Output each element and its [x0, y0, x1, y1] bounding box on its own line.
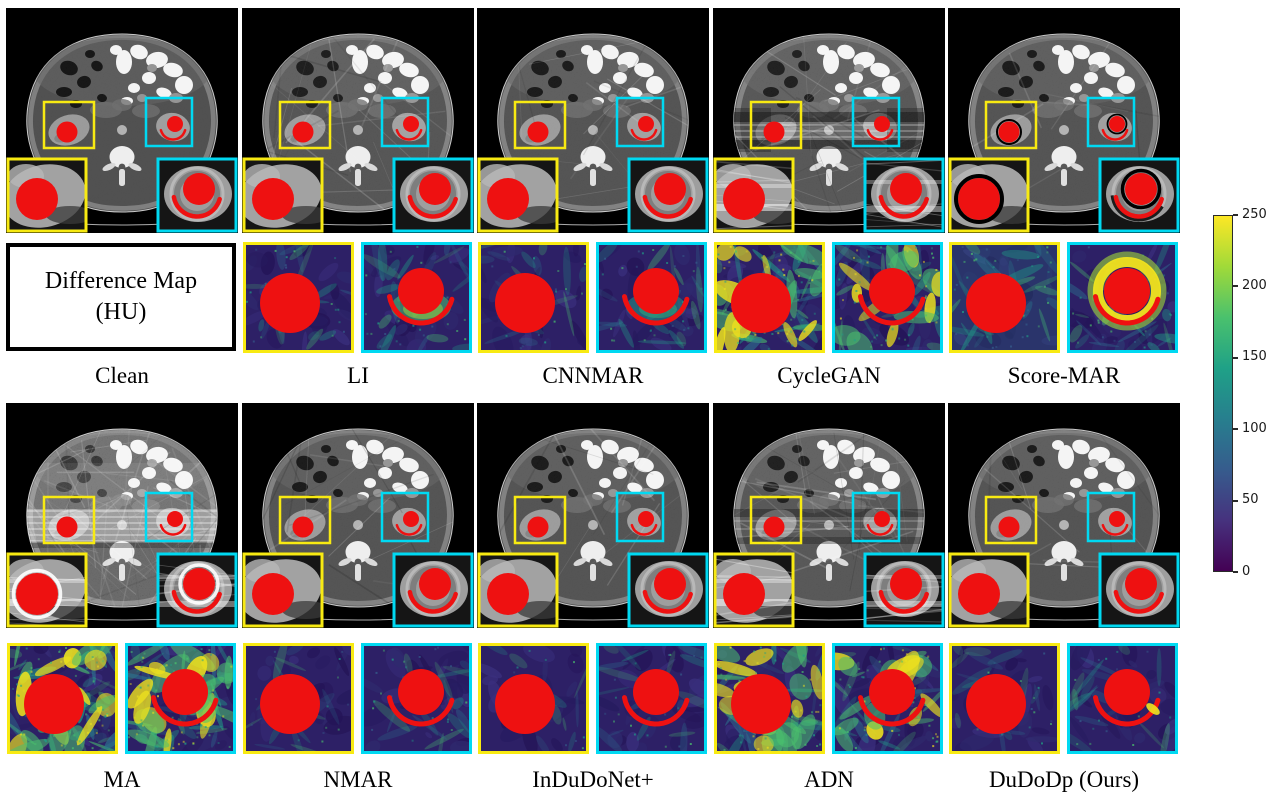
difference-map-label-line2: (HU) — [95, 299, 147, 325]
diff-map-indudonet-yellow — [478, 643, 589, 754]
diff-map-dudodp-ours-cyan — [1067, 643, 1178, 754]
diff-map-nmar-yellow — [243, 643, 354, 754]
colorbar-tick-mark — [1233, 356, 1238, 359]
diff-map-score-mar-yellow — [949, 242, 1060, 353]
diff-map-adn-cyan — [832, 643, 943, 754]
colorbar-tick-mark — [1233, 428, 1238, 431]
method-label-adn: ADN — [804, 767, 854, 792]
method-label-li: LI — [347, 363, 369, 388]
ct-panel-score-mar — [948, 8, 1180, 233]
ct-panel-cnnmar — [477, 8, 709, 233]
difference-map-label-line1: Difference Map — [44, 267, 198, 294]
method-label-indudonet: InDuDoNet+ — [532, 767, 654, 792]
colorbar-tick-label: 0 — [1242, 563, 1251, 579]
method-label-dudodp-ours: DuDoDp (Ours) — [988, 767, 1140, 792]
ct-panel-li — [242, 8, 474, 233]
diff-map-nmar-cyan — [361, 643, 472, 754]
method-label-ma: MA — [103, 767, 141, 792]
diff-map-cyclegan-yellow — [714, 242, 825, 353]
diff-map-ma-yellow — [7, 643, 118, 754]
colorbar-tick-label: 100 — [1242, 420, 1267, 436]
diff-map-cnnmar-yellow — [478, 242, 589, 353]
colorbar-tick-mark — [1233, 285, 1238, 288]
diff-map-adn-yellow — [714, 643, 825, 754]
colorbar-tick-label: 200 — [1242, 277, 1267, 293]
diff-map-ma-cyan — [125, 643, 236, 754]
diff-map-li-cyan — [361, 242, 472, 353]
diff-map-dudodp-ours-yellow — [949, 643, 1060, 754]
diff-map-score-mar-cyan — [1067, 242, 1178, 353]
method-label-nmar: NMAR — [323, 767, 393, 792]
colorbar-tick-mark — [1233, 571, 1238, 573]
colorbar-tick-label: 250 — [1242, 206, 1267, 222]
ct-panel-cyclegan — [713, 8, 945, 233]
ct-panel-ma — [6, 403, 238, 628]
ct-panel-nmar — [242, 403, 474, 628]
diff-map-li-yellow — [243, 242, 354, 353]
diff-map-indudonet-cyan — [596, 643, 707, 754]
method-label-clean: Clean — [95, 363, 149, 388]
diff-map-cyclegan-cyan — [832, 242, 943, 353]
colorbar-tick-label: 150 — [1242, 349, 1267, 365]
colorbar: 250 200 150 100 50 0 — [1205, 206, 1269, 582]
ct-panel-dudodp-ours — [948, 403, 1180, 628]
ct-panel-adn — [713, 403, 945, 628]
diff-map-cnnmar-cyan — [596, 242, 707, 353]
method-label-score-mar: Score-MAR — [1007, 363, 1121, 388]
ct-panel-indudonet — [477, 403, 709, 628]
colorbar-tick-mark — [1233, 499, 1238, 502]
colorbar-gradient — [1213, 215, 1233, 572]
colorbar-tick-mark — [1233, 214, 1238, 216]
colorbar-tick-label: 50 — [1242, 492, 1259, 508]
method-label-cyclegan: CycleGAN — [777, 363, 881, 388]
difference-map-label-box: Difference Map (HU) — [6, 243, 236, 351]
ct-panel-clean — [6, 8, 238, 233]
method-label-cnnmar: CNNMAR — [542, 363, 644, 388]
